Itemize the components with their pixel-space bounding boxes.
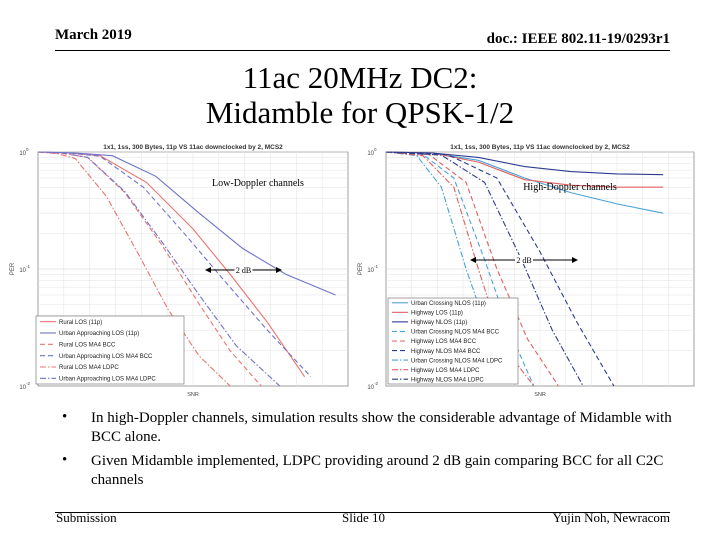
x-axis-label: SNR: [187, 392, 199, 398]
y-tick-exponent: -2: [26, 381, 30, 386]
legend-label-1: Rural LOS (11p): [59, 320, 102, 326]
series-lines: [37, 151, 336, 387]
header-rule: [55, 50, 670, 51]
footer-rule: [55, 512, 670, 513]
legend-label-8: Highway LOS MA4 LDPC: [411, 368, 480, 374]
chart-low-doppler: 1x1, 1ss, 300 Bytes, 11p VS 11ac downclo…: [10, 144, 349, 398]
bullet-marker-1: •: [62, 409, 68, 425]
gain-label-backing: [234, 265, 253, 274]
series-line-5: [37, 151, 231, 387]
gain-arrow-head-right: [572, 257, 578, 263]
legend-label-5: Highway LOS MA4 BCC: [411, 339, 477, 345]
legend-box: [35, 315, 185, 385]
gain-label: 2 dB: [236, 266, 251, 275]
y-tick-label: 10: [19, 151, 26, 157]
series-lines: [385, 151, 664, 387]
chart-heading: 1x1, 1ss, 300 Bytes, 11p VS 11ac downclo…: [103, 144, 283, 151]
series-line-6: [385, 151, 615, 387]
legend-label-2: Urban Approaching LOS (11p): [59, 331, 139, 337]
bullet-text-1: In high-Doppler channels, simulation res…: [91, 410, 672, 445]
y-tick-exponent: -2: [374, 381, 378, 386]
legend-label-9: Highway NLOS MA4 LDPC: [411, 377, 484, 383]
legend-label-3: Highway NLOS (11p): [411, 320, 467, 326]
doppler-callout: High-Doppler channels: [523, 182, 617, 193]
y-tick-label: 10: [19, 385, 26, 391]
series-line-6: [37, 151, 281, 387]
gain-arrow-head-left: [470, 257, 476, 263]
y-tick-label: 10: [19, 268, 26, 274]
series-line-3: [385, 151, 664, 176]
legend-label-2: Highway LOS (11p): [411, 311, 463, 317]
y-axis-label: PER: [358, 262, 364, 275]
legend-label-5: Rural LOS MA4 LDPC: [59, 365, 119, 371]
y-tick-exponent: 0: [374, 147, 377, 152]
header-date: March 2019: [55, 27, 132, 43]
legend-label-6: Highway NLOS MA4 BCC: [411, 349, 481, 355]
footer-author: Yujin Noh, Newracom: [552, 510, 670, 525]
series-line-9: [385, 151, 584, 387]
legend-label-1: Urban Crossing NLOS (11p): [411, 301, 486, 307]
footer-submission: Submission: [56, 510, 117, 525]
slide-title: 11ac 20MHz DC2: Midamble for QPSK-1/2: [0, 60, 720, 130]
series-line-3: [37, 151, 262, 387]
legend-label-4: Urban Approaching LOS MA4 BCC: [59, 354, 153, 360]
legend: Urban Crossing NLOS (11p) Highway LOS (11…: [387, 297, 519, 385]
title-line-1: 11ac 20MHz DC2:: [242, 60, 478, 95]
bullet-marker-2: •: [62, 452, 68, 468]
grid-lines: [38, 151, 348, 386]
title-line-2: Midamble for QPSK-1/2: [205, 95, 515, 130]
gain-label-backing: [515, 255, 533, 264]
y-tick-label: 10: [367, 151, 374, 157]
legend-label-6: Urban Approaching LOS MA4 LDPC: [59, 377, 156, 383]
y-tick-label: 10: [367, 268, 374, 274]
doppler-callout: Low-Doppler channels: [212, 178, 304, 189]
header-doc-id: doc.: IEEE 802.11-19/0293r1: [486, 31, 670, 47]
gain-label: 2 dB: [516, 256, 531, 265]
y-axis-label: PER: [10, 262, 16, 275]
y-tick-exponent: -1: [374, 264, 378, 269]
x-axis-label: SNR: [534, 392, 546, 398]
y-tick-exponent: -1: [26, 264, 30, 269]
legend-label-3: Rural LOS MA4 BCC: [59, 343, 116, 349]
legend-label-7: Urban Crossing NLOS MA4 LDPC: [411, 358, 503, 364]
y-tick-label: 10: [367, 385, 374, 391]
footer-slide-number: Slide 10: [342, 510, 385, 525]
gain-arrow-head-right: [276, 267, 282, 273]
legend-box: [387, 297, 519, 385]
gain-arrow-head-left: [205, 267, 211, 273]
series-line-4: [37, 151, 312, 378]
chart-high-doppler: 1x1, 1ss, 300 Bytes, 11p VS 11ac downclo…: [358, 144, 695, 398]
legend-label-4: Urban Crossing NLOS MA4 BCC: [411, 330, 500, 336]
bullet-text-2: Given Midamble implemented, LDPC providi…: [91, 453, 664, 488]
legend: Rural LOS (11p) Urban Approaching LOS (11…: [35, 315, 185, 385]
chart-heading: 1x1, 1ss, 300 Bytes, 11p VS 11ac downclo…: [450, 144, 630, 151]
y-tick-exponent: 0: [26, 147, 29, 152]
